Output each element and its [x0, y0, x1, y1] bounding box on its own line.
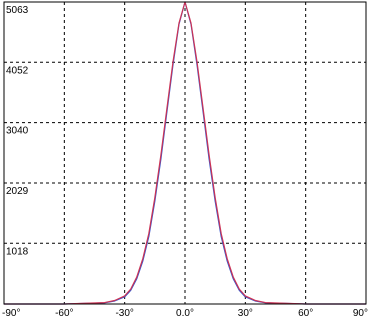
- grid: [4, 2, 366, 304]
- y-tick-label: 2029: [6, 186, 29, 197]
- y-tick-label: 4052: [6, 65, 29, 76]
- plot-frame: [3, 1, 367, 305]
- x-tick-label: 90°: [353, 308, 368, 319]
- x-tick-label: -60°: [55, 308, 73, 319]
- y-tick-label: 5063: [6, 5, 29, 16]
- x-axis-ticks: -90° -60° -30° 0.0° 30° 60° 90°: [2, 308, 368, 319]
- y-tick-label: 3040: [6, 126, 29, 137]
- x-tick-label: 60°: [298, 308, 313, 319]
- y-tick-label: 1018: [6, 246, 29, 257]
- x-tick-label: -30°: [115, 308, 133, 319]
- y-axis-ticks: 1018 2029 3040 4052 5063: [6, 5, 29, 257]
- x-tick-label: -90°: [2, 308, 20, 319]
- x-tick-label: 30°: [238, 308, 253, 319]
- x-tick-label: 0.0°: [176, 308, 194, 319]
